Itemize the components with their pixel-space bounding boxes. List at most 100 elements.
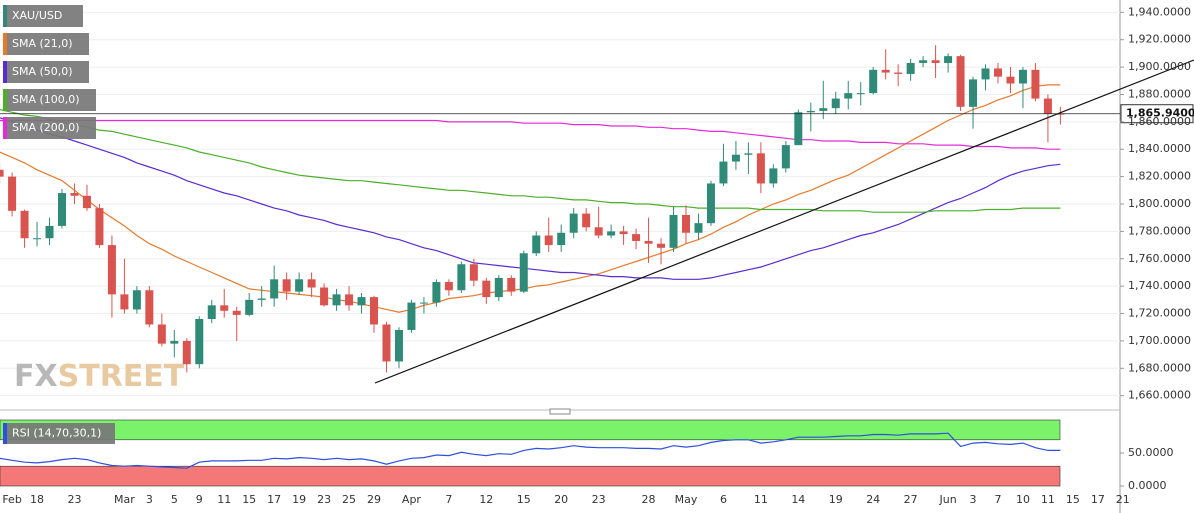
x-tick-label: 15 (242, 493, 256, 506)
y-tick-label: 1,700.0000 (1128, 334, 1191, 347)
x-tick-label: 7 (995, 493, 1002, 506)
x-tick-label: 23 (592, 493, 606, 506)
candle-body (744, 153, 753, 155)
x-tick-label: 9 (196, 493, 203, 506)
candle-body (482, 280, 491, 298)
candle-body (107, 245, 116, 295)
candle-body (132, 290, 141, 310)
legend-entry[interactable]: XAU/USD (3, 5, 83, 27)
x-tick-label: 27 (904, 493, 918, 506)
x-tick-label: 12 (479, 493, 493, 506)
legend-entry[interactable]: SMA (100,0) (3, 89, 96, 111)
x-tick-label: 17 (1091, 493, 1105, 506)
x-tick-label: 11 (754, 493, 768, 506)
candle-body (719, 161, 728, 184)
legend-swatch (3, 33, 7, 55)
candle-body (831, 98, 840, 109)
candle-body (182, 340, 191, 365)
overlay: 1,865.9400 XAU/USD SMA (21,0) SMA (50,0) SMA… (0, 5, 1194, 444)
legend-label: RSI (14,70,30,1) (12, 427, 101, 440)
x-tick-label: 11 (1041, 493, 1055, 506)
candle-body (245, 299, 254, 315)
candle-body (70, 193, 79, 196)
x-tick-label: 3 (146, 493, 153, 506)
series-line (0, 119, 1061, 150)
candle-body (307, 279, 316, 288)
legend-entry[interactable]: SMA (21,0) (3, 33, 89, 55)
upper-band (0, 419, 1061, 441)
x-tick-label: 25 (342, 493, 356, 506)
candle-body (195, 319, 204, 365)
candle-body (444, 282, 453, 291)
candle-body (844, 93, 853, 99)
candle-body (507, 277, 516, 292)
x-tick-label: 23 (67, 493, 81, 506)
x-tick-label: 6 (720, 493, 727, 506)
candle-body (594, 227, 603, 236)
y-tick-label: 1,880.0000 (1128, 87, 1191, 100)
x-tick-label: 23 (317, 493, 331, 506)
legend-entry[interactable]: SMA (50,0) (3, 61, 89, 83)
legend-label: SMA (50,0) (12, 65, 73, 78)
candle-body (544, 235, 553, 246)
last-price-label: 1,865.9400 (1126, 107, 1194, 120)
candle-body (806, 110, 815, 113)
candle-body (619, 231, 628, 235)
last-price-box (1120, 104, 1194, 124)
y-tick-label: 1,800.0000 (1128, 197, 1191, 210)
x-tick-label: 28 (642, 493, 656, 506)
candle-body (657, 243, 666, 248)
y-tick-label: 1,860.0000 (1128, 115, 1191, 128)
x-tick-label: 14 (791, 493, 805, 506)
y-tick-label: 1,680.0000 (1128, 361, 1191, 374)
watermark: FXSTREET (14, 359, 185, 394)
legend-swatch (3, 89, 7, 111)
candle-body (794, 112, 803, 146)
legend-swatch (3, 61, 7, 83)
legend-entry[interactable]: SMA (200,0) (3, 117, 96, 139)
candle-body (706, 183, 715, 224)
candle-body (120, 294, 129, 310)
candle-body (407, 302, 416, 330)
x-tick-label: 18 (30, 493, 44, 506)
candle-body (532, 235, 541, 254)
candle-body (994, 68, 1002, 77)
candle-body (894, 72, 903, 74)
candle-body (8, 176, 17, 211)
candle-body (931, 60, 940, 63)
series-line (0, 117, 1061, 280)
y-tick-label: 1,900.0000 (1128, 60, 1191, 73)
candle-body (282, 279, 291, 292)
candle-body (557, 232, 566, 246)
lower-band (0, 465, 1061, 487)
x-tick-label: 24 (866, 493, 880, 506)
candle-body (33, 238, 42, 240)
candle-body (756, 153, 765, 184)
grid (0, 11, 1120, 397)
y-tick-label: 1,760.0000 (1128, 252, 1191, 265)
legend-swatch (3, 117, 7, 139)
candle-body (145, 290, 154, 325)
candle-body (270, 279, 279, 299)
x-tick-label: May (675, 493, 698, 506)
y-tick-label: 1,720.0000 (1128, 307, 1191, 320)
x-tick-label: 10 (1016, 493, 1030, 506)
candle-body (731, 154, 740, 162)
y-tick-label: 1,660.0000 (1128, 389, 1191, 402)
candle-body (1006, 76, 1015, 84)
y-tick-label: 1,840.0000 (1128, 142, 1191, 155)
series-line (0, 84, 1061, 313)
candle-body (170, 340, 179, 344)
candle-body (257, 298, 266, 300)
candle-body (1031, 69, 1040, 99)
y-tick-label: 1,740.0000 (1128, 279, 1191, 292)
y-tick-label: 1,820.0000 (1128, 170, 1191, 183)
panel-handle[interactable] (549, 408, 571, 415)
candle-body (207, 305, 216, 320)
x-tick-label: 20 (554, 493, 568, 506)
plot-area (0, 45, 1065, 487)
candle-body (881, 69, 890, 73)
candle-body (45, 225, 54, 239)
legend-entry[interactable]: RSI (14,70,30,1) (3, 423, 115, 444)
